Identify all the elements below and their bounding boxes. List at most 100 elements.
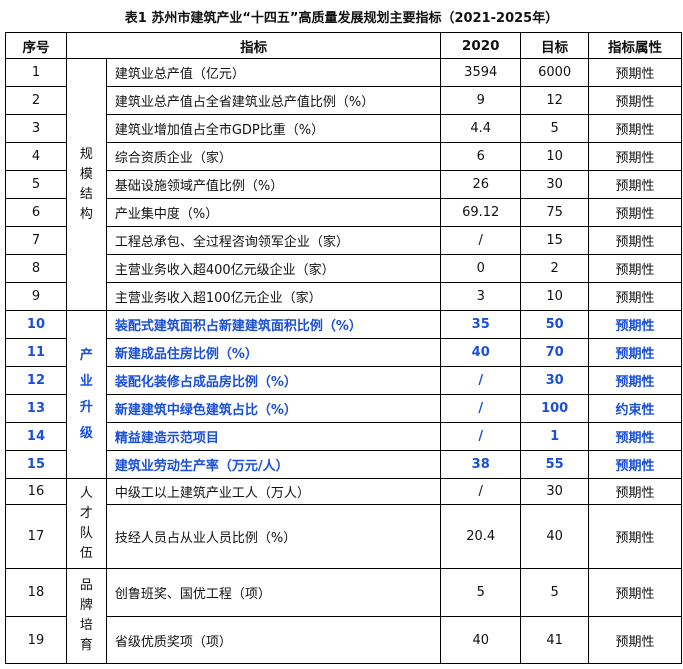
- table-row: 16 人才队伍中级工以上建筑产业工人（万人）/30 预期性: [5, 478, 682, 569]
- value-2020: 3594: [440, 58, 522, 87]
- indicators-table: 序号 指标 2020 目标 指标属性 1 规模结构建筑业总产值（亿元） 3594 60…: [5, 32, 682, 664]
- indicator-name: 建筑业总产值（亿元）: [105, 58, 442, 87]
- row-number: 11: [5, 338, 67, 367]
- value-target: 5: [520, 114, 590, 143]
- row-number: 9: [5, 282, 67, 311]
- row-number: 1: [5, 58, 67, 87]
- row-number: 2: [5, 86, 67, 115]
- indicator-attribute: 预期性: [588, 616, 682, 664]
- table-row: 6 产业集中度（%） 69.12 75 预期性: [5, 198, 682, 227]
- value-target: 5: [520, 568, 590, 617]
- category-char: 伍: [79, 545, 93, 561]
- table-row: 15 建筑业劳动生产率（万元/人） 38 55 预期性: [5, 450, 682, 479]
- indicator-attribute: 预期性: [588, 478, 682, 505]
- value-target: 30: [520, 366, 590, 395]
- indicator-name: 产业集中度（%）: [105, 198, 442, 227]
- header-no: 序号: [5, 32, 67, 59]
- value-2020: 0: [440, 254, 522, 283]
- table-row: 2 建筑业总产值占全省建筑业总产值比例（%） 9 12 预期性: [5, 86, 682, 115]
- indicator-attribute: 预期性: [588, 366, 682, 395]
- indicator-name: 装配化装修占成品房比例（%）: [105, 366, 442, 395]
- value-2020: 5: [440, 568, 522, 617]
- row-number: 10: [5, 310, 67, 339]
- category-char: 构: [79, 206, 93, 222]
- table-row: 17 技经人员占从业人员比例（%） 20.4 40 预期性: [5, 504, 682, 569]
- indicator-attribute: 预期性: [588, 338, 682, 367]
- category-char: 队: [79, 525, 93, 541]
- row-number: 13: [5, 394, 67, 423]
- table-row: 7 工程总承包、全过程咨询领军企业（家）/15 预期性: [5, 226, 682, 255]
- indicator-name: 建筑业劳动生产率（万元/人）: [105, 450, 442, 479]
- row-number: 7: [5, 226, 67, 255]
- value-2020: /: [440, 478, 522, 505]
- row-number: 3: [5, 114, 67, 143]
- value-2020: 6: [440, 142, 522, 171]
- indicator-attribute: 预期性: [588, 170, 682, 199]
- indicator-name: 技经人员占从业人员比例（%）: [105, 504, 442, 569]
- indicator-attribute: 预期性: [588, 114, 682, 143]
- category-cell: 品牌培育: [65, 568, 107, 664]
- value-2020: /: [440, 394, 522, 423]
- header-indicator: 指标: [65, 32, 442, 59]
- indicator-name: 主营业务收入超100亿元企业（家）: [105, 282, 442, 311]
- indicator-attribute: 预期性: [588, 58, 682, 87]
- row-number: 14: [5, 422, 67, 451]
- category-char: 模: [79, 166, 93, 182]
- row-number: 8: [5, 254, 67, 283]
- indicator-name: 新建建筑中绿色建筑占比（%）: [105, 394, 442, 423]
- value-target: 70: [520, 338, 590, 367]
- table-row: 14 精益建造示范项目/1 预期性: [5, 422, 682, 451]
- category-char: 结: [79, 186, 93, 202]
- category-char: 培: [79, 618, 93, 633]
- row-number: 4: [5, 142, 67, 171]
- row-number: 6: [5, 198, 67, 227]
- value-2020: 9: [440, 86, 522, 115]
- indicator-name: 主营业务收入超400亿元级企业（家）: [105, 254, 442, 283]
- header-row: 序号 指标 2020 目标 指标属性: [5, 32, 682, 59]
- indicator-attribute: 约束性: [588, 394, 682, 423]
- value-2020: /: [440, 226, 522, 255]
- value-target: 12: [520, 86, 590, 115]
- category-cell: 人才队伍: [65, 478, 107, 569]
- header-target: 目标: [520, 32, 590, 59]
- indicator-attribute: 预期性: [588, 198, 682, 227]
- table-row: 8 主营业务收入超400亿元级企业（家） 0 2 预期性: [5, 254, 682, 283]
- indicator-name: 创鲁班奖、国优工程（项）: [105, 568, 442, 617]
- indicator-attribute: 预期性: [588, 504, 682, 569]
- value-target: 1: [520, 422, 590, 451]
- indicator-attribute: 预期性: [588, 282, 682, 311]
- value-2020: 35: [440, 310, 522, 339]
- category-cell: 规模结构: [65, 58, 107, 311]
- value-2020: 3: [440, 282, 522, 311]
- value-2020: /: [440, 366, 522, 395]
- table-row: 1 规模结构建筑业总产值（亿元） 3594 6000 预期性: [5, 58, 682, 311]
- row-number: 18: [5, 568, 67, 617]
- table-row: 13 新建建筑中绿色建筑占比（%）/100 约束性: [5, 394, 682, 423]
- category-char: 人: [79, 485, 93, 501]
- indicator-name: 工程总承包、全过程咨询领军企业（家）: [105, 226, 442, 255]
- row-number: 19: [5, 616, 67, 664]
- indicator-name: 装配式建筑面积占新建建筑面积比例（%）: [105, 310, 442, 339]
- table-row: 11 新建成品住房比例（%） 40 70 预期性: [5, 338, 682, 367]
- value-target: 10: [520, 282, 590, 311]
- table-row: 9 主营业务收入超100亿元企业（家） 3 10 预期性: [5, 282, 682, 311]
- category-cell: 产业升级: [65, 310, 107, 479]
- row-number: 17: [5, 504, 67, 569]
- category-char: 品: [79, 578, 93, 593]
- table-row: 12 装配化装修占成品房比例（%）/30 预期性: [5, 366, 682, 395]
- table-row: 18 品牌培育创鲁班奖、国优工程（项） 5 5 预期性: [5, 568, 682, 664]
- value-target: 6000: [520, 58, 590, 87]
- indicator-name: 精益建造示范项目: [105, 422, 442, 451]
- value-2020: 26: [440, 170, 522, 199]
- value-target: 15: [520, 226, 590, 255]
- indicator-attribute: 预期性: [588, 568, 682, 617]
- category-char: 才: [79, 505, 93, 521]
- row-number: 15: [5, 450, 67, 479]
- value-target: 55: [520, 450, 590, 479]
- row-number: 16: [5, 478, 67, 505]
- category-char: 升: [79, 399, 93, 415]
- indicator-name: 建筑业总产值占全省建筑业总产值比例（%）: [105, 86, 442, 115]
- indicator-attribute: 预期性: [588, 450, 682, 479]
- row-number: 12: [5, 366, 67, 395]
- category-char: 牌: [79, 598, 93, 613]
